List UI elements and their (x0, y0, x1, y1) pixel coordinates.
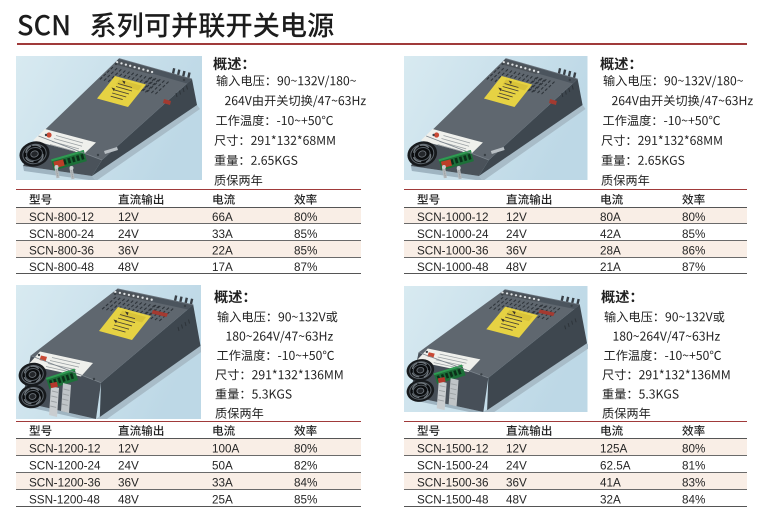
svg-text:84%: 84% (294, 477, 317, 490)
svg-text:81%: 81% (682, 459, 705, 472)
svg-text:25A: 25A (212, 494, 233, 507)
svg-text:48V: 48V (118, 494, 139, 507)
svg-text:80%: 80% (294, 211, 317, 224)
svg-text:85%: 85% (294, 494, 317, 507)
svg-text:82%: 82% (294, 459, 317, 472)
svg-text:SCN-1000-12: SCN-1000-12 (417, 211, 488, 224)
svg-text:36V: 36V (506, 244, 527, 257)
svg-text:36V: 36V (506, 477, 527, 490)
svg-text:125A: 125A (600, 442, 628, 455)
svg-text:80%: 80% (682, 442, 705, 455)
svg-text:SCN-1000-48: SCN-1000-48 (417, 261, 488, 274)
svg-text:84%: 84% (682, 494, 705, 507)
svg-text:SCN-1500-24: SCN-1500-24 (417, 459, 489, 472)
svg-text:85%: 85% (294, 244, 317, 257)
svg-text:12V: 12V (118, 211, 139, 224)
svg-text:SCN-1200-36: SCN-1200-36 (29, 477, 100, 490)
svg-text:24V: 24V (506, 459, 527, 472)
svg-text:24V: 24V (118, 228, 139, 241)
svg-text:SCN-1200-24: SCN-1200-24 (29, 459, 101, 472)
svg-text:28A: 28A (600, 244, 621, 257)
svg-text:SCN-800-48: SCN-800-48 (29, 261, 94, 274)
svg-text:33A: 33A (212, 477, 233, 490)
svg-text:36V: 36V (118, 244, 139, 257)
svg-text:SCN-800-12: SCN-800-12 (29, 211, 94, 224)
svg-text:32A: 32A (600, 494, 621, 507)
svg-text:87%: 87% (682, 261, 705, 274)
svg-text:85%: 85% (294, 228, 317, 241)
svg-text:SCN-1500-12: SCN-1500-12 (417, 442, 488, 455)
svg-text:36V: 36V (118, 477, 139, 490)
svg-text:66A: 66A (212, 211, 233, 224)
svg-text:SCN-1500-48: SCN-1500-48 (417, 494, 488, 507)
svg-text:33A: 33A (212, 228, 233, 241)
svg-text:48V: 48V (118, 261, 139, 274)
svg-text:SCN-800-36: SCN-800-36 (29, 244, 94, 257)
svg-text:12V: 12V (506, 211, 527, 224)
svg-text:SCN-800-24: SCN-800-24 (29, 228, 94, 241)
svg-text:12V: 12V (118, 442, 139, 455)
svg-text:86%: 86% (682, 244, 705, 257)
svg-text:SCN-1500-36: SCN-1500-36 (417, 477, 488, 490)
svg-text:85%: 85% (682, 228, 705, 241)
svg-text:21A: 21A (600, 261, 621, 274)
svg-text:50A: 50A (212, 459, 233, 472)
svg-text:24V: 24V (506, 228, 527, 241)
svg-text:80%: 80% (294, 442, 317, 455)
svg-text:12V: 12V (506, 442, 527, 455)
svg-text:100A: 100A (212, 442, 240, 455)
svg-text:80A: 80A (600, 211, 621, 224)
svg-text:83%: 83% (682, 477, 705, 490)
svg-text:48V: 48V (506, 494, 527, 507)
svg-text:42A: 42A (600, 228, 621, 241)
svg-text:17A: 17A (212, 261, 233, 274)
svg-text:SCN-1000-36: SCN-1000-36 (417, 244, 488, 257)
svg-text:24V: 24V (118, 459, 139, 472)
svg-text:SCN-1000-24: SCN-1000-24 (417, 228, 489, 241)
svg-text:SCN-1200-12: SCN-1200-12 (29, 442, 100, 455)
svg-text:SSN-1200-48: SSN-1200-48 (29, 494, 100, 507)
svg-text:80%: 80% (682, 211, 705, 224)
svg-text:41A: 41A (600, 477, 621, 490)
svg-text:48V: 48V (506, 261, 527, 274)
svg-text:87%: 87% (294, 261, 317, 274)
svg-text:22A: 22A (212, 244, 233, 257)
svg-text:62.5A: 62.5A (600, 459, 631, 472)
